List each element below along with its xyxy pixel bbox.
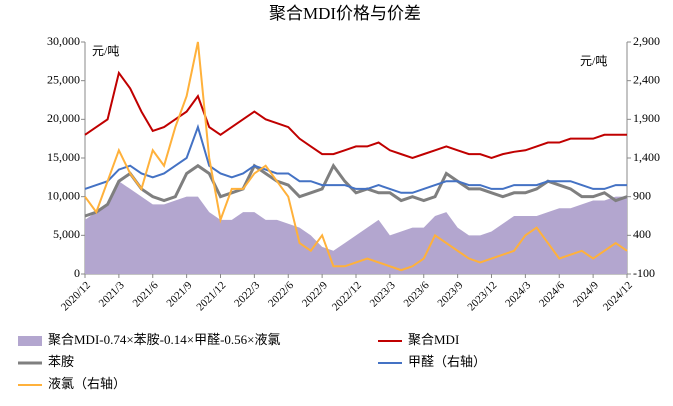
x-tick-label: 2023/9 — [435, 279, 465, 309]
x-tick-label: 2024/6 — [537, 279, 567, 309]
legend-label: 甲醛（右轴） — [408, 354, 486, 369]
line — [84, 70, 627, 160]
x-tick-label: 2021/9 — [164, 279, 194, 309]
tick-label: 15,000 — [47, 150, 80, 164]
y-unit: 元/吨 — [92, 44, 119, 58]
legend-label: 液氯（右轴） — [48, 376, 126, 391]
x-tick-label: 2023/6 — [402, 279, 432, 309]
line — [84, 41, 628, 272]
tick-label: 1,900 — [633, 111, 660, 125]
x-tick-label: 2022/3 — [232, 279, 262, 309]
x-tick-label: 2022/9 — [300, 279, 330, 309]
legend-label: 聚合MDI-0.74×苯胺-0.14×甲醛-0.56×液氯 — [48, 332, 281, 347]
line — [84, 162, 628, 218]
legend-swatch — [18, 336, 42, 346]
line — [84, 123, 627, 194]
tick-label: 10,000 — [47, 188, 80, 202]
tick-label: -100 — [633, 266, 655, 280]
tick-label: 30,000 — [47, 34, 80, 48]
tick-label: 5,000 — [53, 227, 80, 241]
area — [85, 181, 627, 274]
tick-label: 0 — [74, 266, 80, 280]
tick-label: 400 — [633, 227, 651, 241]
legend-label: 苯胺 — [48, 354, 74, 369]
tick-label: 1,400 — [633, 150, 660, 164]
x-tick-label: 2022/6 — [266, 279, 296, 309]
x-tick-label: 2023/3 — [368, 279, 398, 309]
tick-label: 900 — [633, 188, 651, 202]
tick-label: 2,900 — [633, 34, 660, 48]
x-tick-label: 2021/12 — [194, 279, 228, 313]
x-tick-label: 2022/12 — [330, 279, 364, 313]
x-tick-label: 2021/3 — [97, 279, 127, 309]
x-tick-label: 2024/3 — [503, 279, 533, 309]
x-tick-label: 2021/6 — [131, 279, 161, 309]
chart-title: 聚合MDI价格与价差 — [269, 4, 421, 23]
x-tick-label: 2023/12 — [465, 279, 499, 313]
tick-label: 20,000 — [47, 111, 80, 125]
tick-label: 25,000 — [47, 72, 80, 86]
tick-label: 2,400 — [633, 72, 660, 86]
x-tick-label: 2024/12 — [601, 279, 635, 313]
x-tick-label: 2024/9 — [571, 279, 601, 309]
x-tick-label: 2020/12 — [59, 279, 93, 313]
legend-label: 聚合MDI — [408, 332, 459, 347]
y2-unit: 元/吨 — [580, 54, 607, 68]
